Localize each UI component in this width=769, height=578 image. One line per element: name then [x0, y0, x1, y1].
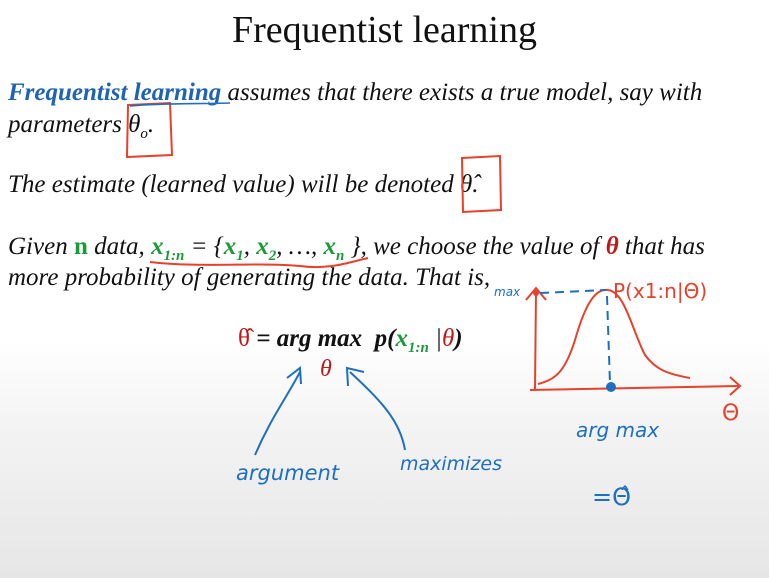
para1-line2: parameters θo. [8, 110, 154, 149]
xn-symbol: x [323, 233, 337, 260]
label-max: max [494, 285, 521, 299]
arrow-argument-head [286, 366, 302, 385]
peak-point [533, 290, 539, 296]
arrow-maximizes-head [345, 366, 365, 387]
para3-line1: Given n data, x1:n = {x1, x2, …, xn }, w… [8, 232, 705, 271]
para1-text-a: assumes that there exists a true model, … [221, 79, 703, 106]
para1-line1: Frequentist learning assumes that there … [8, 78, 702, 108]
eq-x: x [395, 325, 409, 352]
eq-argmax: arg max [276, 325, 363, 352]
period: . [472, 171, 479, 198]
eq-equals: = [249, 325, 277, 352]
theta-sub: o [140, 126, 148, 142]
eq-theta-hat: θ̂ [238, 325, 250, 352]
eq-p-open: p( [374, 325, 396, 352]
close-text: }, we choose the value of [344, 233, 606, 260]
graph-x-axis [529, 385, 739, 391]
dots: , …, [276, 233, 324, 260]
x1-symbol: x [223, 233, 237, 260]
graph-y-arrow [525, 286, 547, 301]
red-box-theta-hat [460, 154, 503, 214]
para2: The estimate (learned value) will be den… [8, 170, 479, 200]
argmax-equation: θ̂ = arg max p(x1:n |θ) [238, 324, 463, 363]
para2-text: The estimate (learned value) will be den… [8, 171, 460, 198]
theta-symbol: θ [128, 111, 141, 138]
label-argument: argument [236, 461, 340, 485]
comma: , [243, 233, 257, 260]
slide-title: Frequentist learning [232, 9, 537, 51]
data-text: data, [87, 233, 152, 260]
xn-sub: n [336, 248, 345, 264]
theta-o: θo [128, 111, 148, 142]
label-argmax: arg max [576, 418, 659, 442]
term-frequentist-learning: Frequentist learning [8, 79, 222, 106]
x-symbol: x [151, 233, 164, 260]
dashed-max-line [539, 289, 607, 294]
red-box-theta-o [125, 101, 174, 159]
label-maximizes: maximizes [400, 453, 502, 475]
para1-text-b: parameters [8, 111, 129, 138]
theta-red: θ [605, 233, 619, 260]
eq-x-sub: 1:n [408, 340, 429, 356]
graph-x-arrow [729, 376, 742, 396]
period: . [147, 111, 155, 138]
x-subscript: 1:n [163, 248, 185, 264]
arrow-maximizes [349, 371, 406, 451]
label-axis-theta: Θ [722, 401, 739, 426]
eq-close: ) [454, 325, 463, 352]
para3-line2: more probability of generating the data.… [8, 264, 491, 291]
graph-y-axis [534, 289, 537, 391]
argmax-point [606, 382, 616, 392]
label-curve: P(x1:n|Θ) [613, 279, 707, 303]
x2-symbol: x [256, 233, 269, 260]
given-text: Given [8, 233, 74, 260]
eq-theta: θ [441, 325, 455, 352]
arrow-argument [254, 371, 301, 456]
eq-brace: = { [184, 233, 224, 260]
red-underline-x1n [149, 257, 369, 269]
x1-sub: 1 [236, 248, 244, 264]
x2-sub: 2 [268, 248, 277, 264]
label-equals-theta-hat: =Θ̂ [592, 483, 631, 511]
eq-given: | [428, 325, 442, 352]
tail-text: that has [618, 233, 705, 260]
blue-underline-learning [129, 102, 231, 107]
eq-under-theta: θ [320, 356, 332, 382]
n-symbol: n [73, 233, 88, 260]
dashed-argmax-line [606, 295, 611, 385]
likelihood-curve [537, 288, 691, 385]
